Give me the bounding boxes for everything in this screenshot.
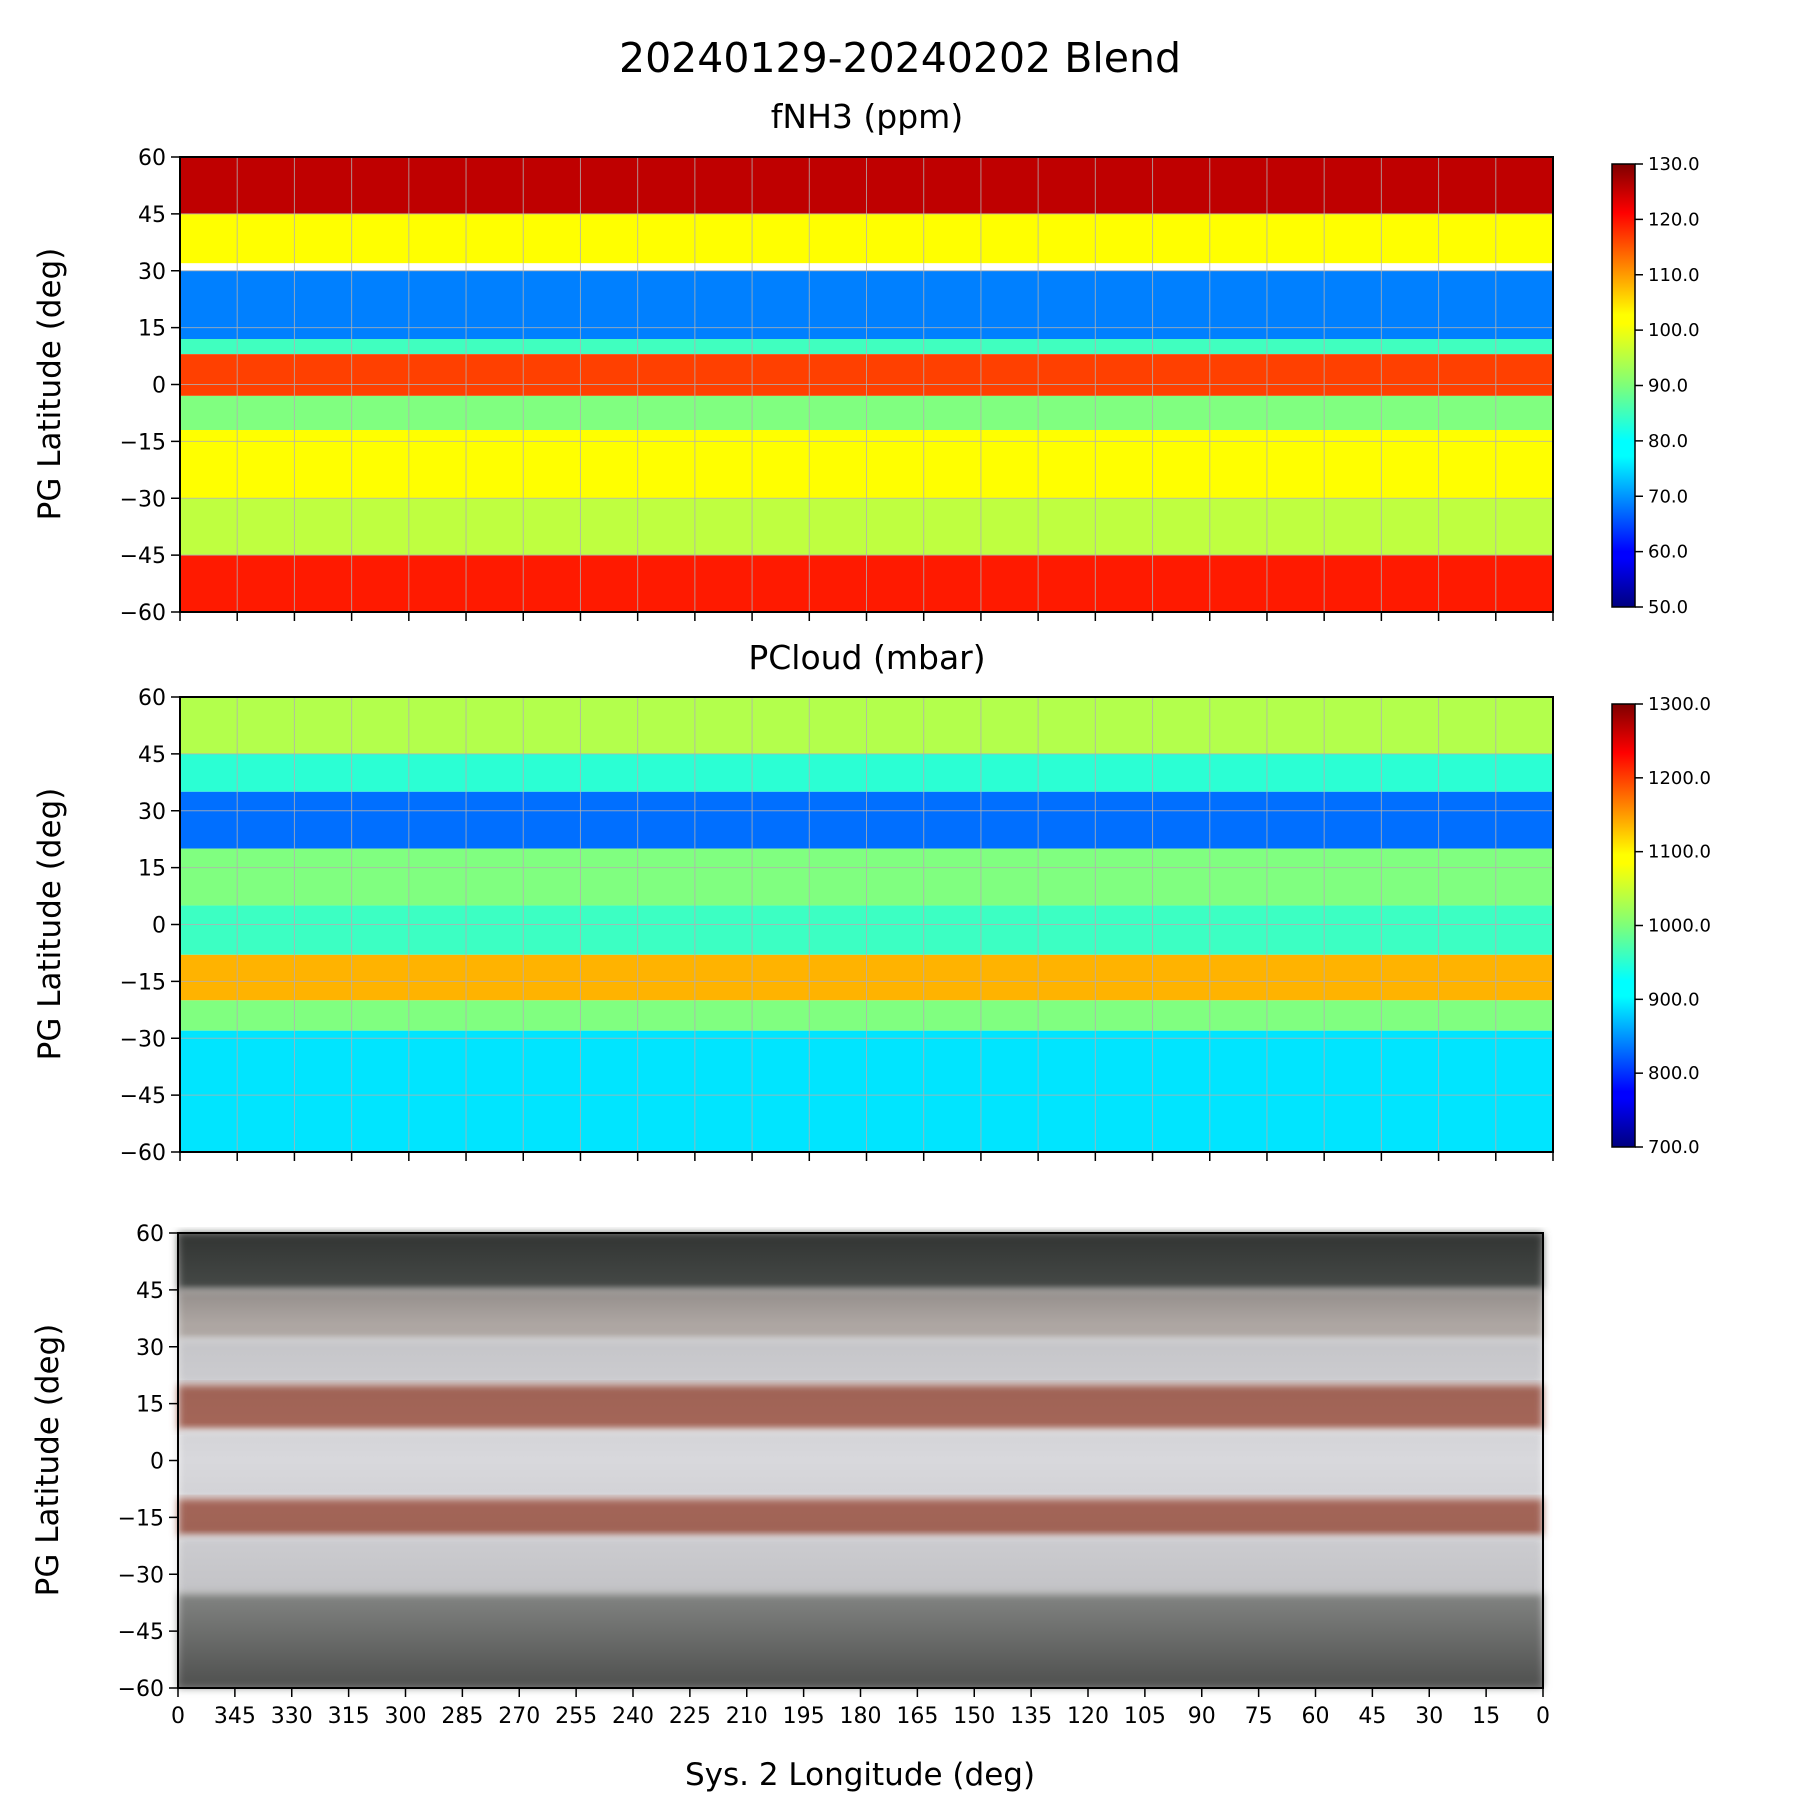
y-tick-label: −45 — [120, 1084, 166, 1109]
colorbar-tick-label: 100.0 — [1648, 320, 1700, 341]
colorbar-tick-label: 90.0 — [1648, 376, 1688, 397]
colorbar-tick-label: 1300.0 — [1648, 694, 1711, 715]
colorbar-tick-label: 900.0 — [1648, 989, 1700, 1010]
colorbar-tick-label: 130.0 — [1648, 154, 1700, 175]
x-tick-label: 330 — [271, 1704, 313, 1729]
y-tick-label: 15 — [138, 857, 166, 882]
pcloud-xticks — [179, 1152, 1554, 1161]
y-tick-label: 60 — [136, 1222, 164, 1247]
y-tick-label: 60 — [138, 686, 166, 711]
x-tick-label: 225 — [669, 1704, 711, 1729]
y-tick-label: −30 — [120, 487, 166, 512]
y-tick-label: −15 — [120, 430, 166, 455]
pcloud-colorbar-ticks: 1300.0 1200.0 1100.0 1000.0 900.0 800.0 700.0 — [1635, 694, 1711, 1158]
pcloud-grid — [180, 697, 1553, 1152]
colorbar-tick-label: 1000.0 — [1648, 916, 1711, 937]
colorbar-tick-label: 60.0 — [1648, 542, 1688, 563]
x-tick-label: 210 — [726, 1704, 768, 1729]
x-tick-label: 75 — [1245, 1704, 1273, 1729]
fnh3-colorbar — [1611, 163, 1636, 608]
x-tick-label: 240 — [612, 1704, 654, 1729]
fnh3-grid — [180, 157, 1553, 612]
colorbar-tick-label: 50.0 — [1648, 597, 1688, 618]
y-tick-label: −45 — [120, 544, 166, 569]
x-tick-label: 270 — [498, 1704, 540, 1729]
y-tick-label: −60 — [120, 1141, 166, 1166]
y-tick-label: 15 — [136, 1393, 164, 1418]
x-tick-label: 135 — [1010, 1704, 1052, 1729]
pcloud-ylabel: PG Latitude (deg) — [32, 788, 68, 1061]
y-tick-label: 45 — [138, 743, 166, 768]
y-tick-label: −60 — [120, 601, 166, 626]
fnh3-colorbar-ticks: 130.0 120.0 110.0 100.0 90.0 80.0 70.0 60.0 50.0 — [1635, 154, 1700, 618]
x-tick-label: 30 — [1415, 1704, 1443, 1729]
x-tick-label: 300 — [385, 1704, 427, 1729]
limb-darkening — [178, 1233, 1543, 1688]
panel-pcloud: PCloud (mbar) 60 45 30 15 0 −15 −30 −45 −60 PG L… — [32, 638, 1711, 1166]
pcloud-colorbar — [1611, 703, 1636, 1148]
y-tick-label: −60 — [118, 1677, 164, 1702]
rgb-yticks: 60 45 30 15 0 −15 −30 −45 −60 — [118, 1222, 178, 1702]
x-tick-label: 165 — [896, 1704, 938, 1729]
rgb-ylabel: PG Latitude (deg) — [30, 1324, 66, 1597]
panel-fnh3-title: fNH3 (ppm) — [771, 97, 963, 136]
x-tick-label: 0 — [1536, 1704, 1550, 1729]
y-tick-label: 0 — [150, 1450, 164, 1475]
y-tick-label: 45 — [136, 1279, 164, 1304]
x-tick-label: 195 — [783, 1704, 825, 1729]
x-tick-label: 105 — [1124, 1704, 1166, 1729]
y-tick-label: 30 — [138, 800, 166, 825]
x-tick-label: 180 — [840, 1704, 882, 1729]
colorbar-tick-label: 1100.0 — [1648, 842, 1711, 863]
rgb-xticks: 0 345 330 315 300 285 270 255 240 225 210 195 180 165… — [171, 1688, 1550, 1729]
x-tick-label: 345 — [214, 1704, 256, 1729]
y-tick-label: −15 — [118, 1506, 164, 1531]
x-tick-label: 60 — [1302, 1704, 1330, 1729]
x-tick-label: 315 — [328, 1704, 370, 1729]
colorbar-tick-label: 120.0 — [1648, 209, 1700, 230]
y-tick-label: 0 — [152, 374, 166, 399]
y-tick-label: 15 — [138, 317, 166, 342]
colorbar-tick-label: 1200.0 — [1648, 768, 1711, 789]
y-tick-label: 0 — [152, 914, 166, 939]
y-tick-label: 45 — [138, 203, 166, 228]
colorbar-tick-label: 110.0 — [1648, 265, 1700, 286]
figure-title: 20240129-20240202 Blend — [619, 34, 1181, 82]
x-tick-label: 45 — [1358, 1704, 1386, 1729]
panel-fnh3: fNH3 (ppm) 60 45 30 15 0 −15 −30 −45 −60 PG Lati… — [32, 97, 1700, 626]
colorbar-tick-label: 700.0 — [1648, 1137, 1700, 1158]
colorbar-tick-label: 70.0 — [1648, 486, 1688, 507]
fnh3-yticks: 60 45 30 15 0 −15 −30 −45 −60 — [120, 146, 180, 626]
y-tick-label: 60 — [138, 146, 166, 171]
y-tick-label: −30 — [118, 1563, 164, 1588]
fnh3-ylabel: PG Latitude (deg) — [32, 248, 68, 521]
x-tick-label: 90 — [1188, 1704, 1216, 1729]
rgb-map-image — [178, 1233, 1543, 1688]
pcloud-yticks: 60 45 30 15 0 −15 −30 −45 −60 — [120, 686, 180, 1166]
colorbar-tick-label: 80.0 — [1648, 431, 1688, 452]
y-tick-label: 30 — [136, 1336, 164, 1361]
y-tick-label: −45 — [118, 1620, 164, 1645]
x-axis-label: Sys. 2 Longitude (deg) — [685, 1757, 1035, 1793]
x-tick-label: 15 — [1472, 1704, 1500, 1729]
colorbar-tick-label: 800.0 — [1648, 1063, 1700, 1084]
y-tick-label: 30 — [138, 260, 166, 285]
x-tick-label: 120 — [1067, 1704, 1109, 1729]
x-tick-label: 255 — [555, 1704, 597, 1729]
x-tick-label: 0 — [171, 1704, 185, 1729]
panel-pcloud-title: PCloud (mbar) — [748, 638, 985, 677]
y-tick-label: −30 — [120, 1027, 166, 1052]
x-tick-label: 285 — [441, 1704, 483, 1729]
x-tick-label: 150 — [953, 1704, 995, 1729]
y-tick-label: −15 — [120, 970, 166, 995]
fnh3-xticks — [179, 612, 1554, 621]
